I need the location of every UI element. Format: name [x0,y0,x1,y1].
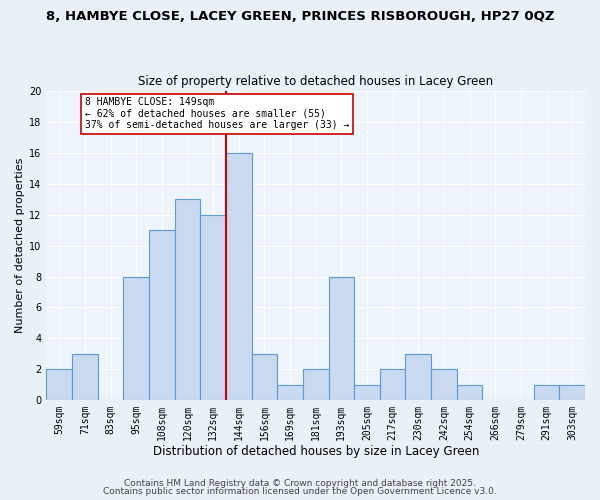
Text: Contains public sector information licensed under the Open Government Licence v3: Contains public sector information licen… [103,487,497,496]
Bar [354,385,380,400]
Bar [124,276,149,400]
Bar [175,200,200,400]
Bar [303,370,329,400]
Bar [406,354,431,400]
Bar [200,214,226,400]
Bar [46,370,72,400]
Text: 8, HAMBYE CLOSE, LACEY GREEN, PRINCES RISBOROUGH, HP27 0QZ: 8, HAMBYE CLOSE, LACEY GREEN, PRINCES RI… [46,10,554,23]
X-axis label: Distribution of detached houses by size in Lacey Green: Distribution of detached houses by size … [152,444,479,458]
Bar [457,385,482,400]
Text: 8 HAMBYE CLOSE: 149sqm
← 62% of detached houses are smaller (55)
37% of semi-det: 8 HAMBYE CLOSE: 149sqm ← 62% of detached… [85,97,349,130]
Bar [277,385,303,400]
Title: Size of property relative to detached houses in Lacey Green: Size of property relative to detached ho… [138,76,493,88]
Bar [329,276,354,400]
Y-axis label: Number of detached properties: Number of detached properties [15,158,25,334]
Text: Contains HM Land Registry data © Crown copyright and database right 2025.: Contains HM Land Registry data © Crown c… [124,478,476,488]
Bar [72,354,98,400]
Bar [251,354,277,400]
Bar [534,385,559,400]
Bar [559,385,585,400]
Bar [380,370,406,400]
Bar [149,230,175,400]
Bar [431,370,457,400]
Bar [226,153,251,400]
